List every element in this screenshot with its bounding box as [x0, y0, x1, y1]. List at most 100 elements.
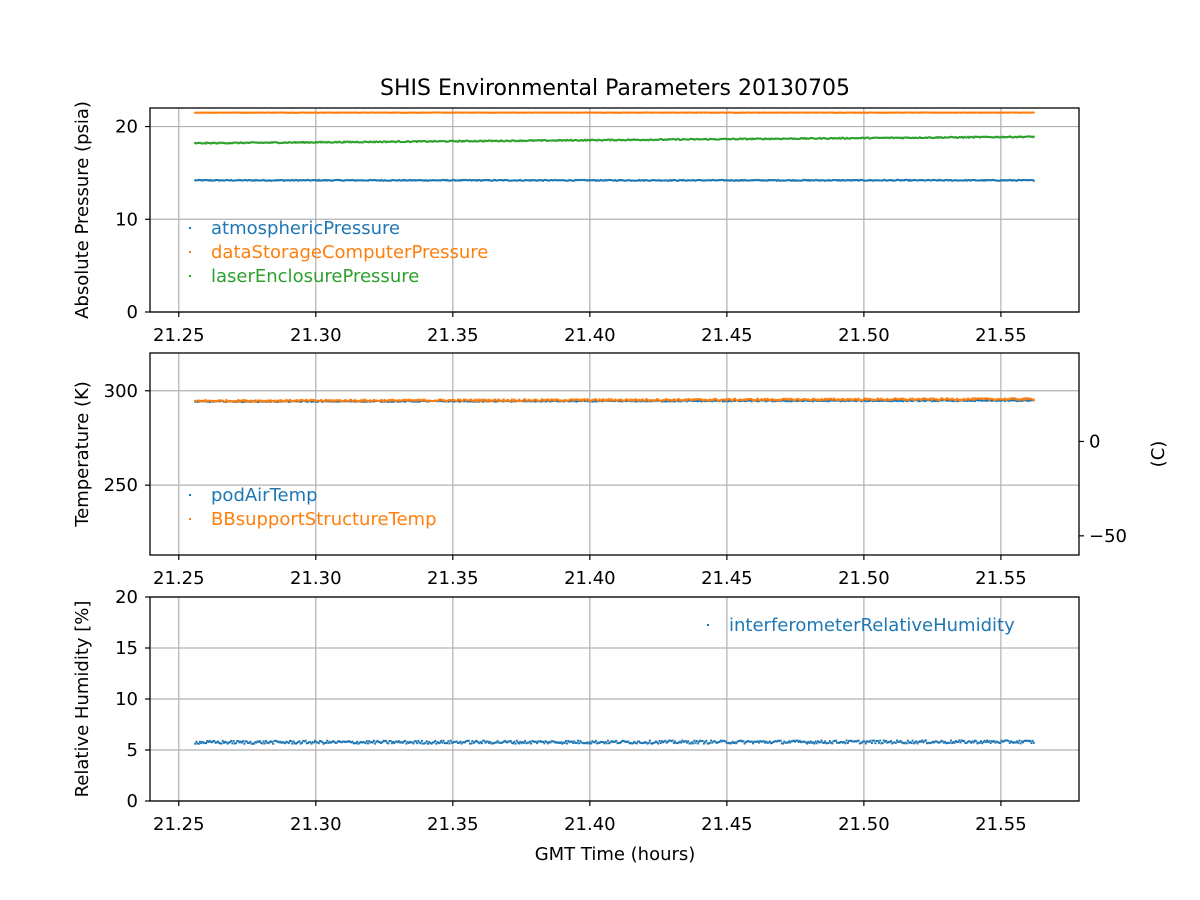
data-point — [706, 742, 709, 745]
data-point — [466, 400, 469, 403]
data-point — [639, 179, 642, 182]
data-point — [224, 740, 227, 743]
data-point — [689, 742, 692, 745]
data-point — [632, 138, 635, 141]
data-point — [545, 111, 548, 114]
data-point — [766, 137, 769, 140]
data-point — [615, 111, 618, 114]
data-point — [716, 741, 719, 744]
data-point — [584, 742, 587, 745]
data-point — [435, 140, 438, 143]
data-point — [767, 111, 770, 114]
data-point — [406, 140, 409, 143]
charts: 21.25 21.30 21.35 21.40 21.45 21.50 21.5501020… — [72, 101, 1169, 835]
data-point — [906, 739, 909, 742]
data-point — [412, 742, 415, 745]
data-point — [249, 740, 252, 743]
data-point — [498, 111, 501, 114]
data-point — [746, 740, 749, 743]
data-point — [495, 111, 498, 114]
data-point — [461, 400, 464, 403]
data-point — [422, 179, 425, 182]
data-point — [664, 138, 667, 141]
data-point — [626, 399, 629, 402]
data-point — [882, 178, 885, 181]
data-point — [696, 137, 699, 140]
data-point — [223, 179, 226, 182]
data-point — [723, 400, 726, 403]
data-point — [678, 740, 681, 743]
data-point — [491, 111, 494, 114]
data-point — [973, 111, 976, 114]
data-point — [1017, 741, 1020, 744]
data-point — [689, 137, 692, 140]
data-point — [729, 179, 732, 182]
data-point — [456, 399, 459, 402]
data-point — [612, 399, 615, 402]
data-point — [572, 741, 575, 744]
data-point — [537, 740, 540, 743]
data-point — [620, 178, 623, 181]
data-point — [434, 111, 437, 114]
data-point — [929, 399, 932, 402]
data-point — [921, 399, 924, 402]
data-point — [241, 142, 244, 145]
data-point — [789, 137, 792, 140]
data-point — [700, 400, 703, 403]
data-point — [651, 399, 654, 402]
data-point — [1006, 398, 1009, 401]
data-point — [993, 740, 996, 743]
data-point — [496, 111, 499, 114]
data-point — [398, 111, 401, 114]
data-point — [459, 111, 462, 114]
data-point — [500, 139, 503, 142]
data-point — [747, 740, 750, 743]
data-point — [796, 739, 799, 742]
data-point — [380, 400, 383, 403]
data-point — [357, 742, 360, 745]
data-point — [1015, 111, 1018, 114]
data-point — [658, 138, 661, 141]
data-point — [918, 136, 921, 139]
data-point — [575, 742, 578, 745]
data-point — [742, 399, 745, 402]
data-point — [837, 399, 840, 402]
data-point — [437, 742, 440, 745]
data-point — [905, 742, 908, 745]
data-point — [603, 398, 606, 401]
data-point — [720, 740, 723, 743]
data-point — [238, 111, 241, 114]
data-point — [981, 399, 984, 402]
data-point — [788, 179, 791, 182]
data-point — [212, 141, 215, 144]
data-point — [345, 140, 348, 143]
data-point — [447, 140, 450, 143]
data-point — [610, 138, 613, 141]
data-point — [959, 398, 962, 401]
data-point — [924, 136, 927, 139]
data-point — [464, 741, 467, 744]
data-point — [539, 740, 542, 743]
data-point — [599, 139, 602, 142]
data-point — [604, 741, 607, 744]
data-point — [665, 400, 668, 403]
data-point — [278, 399, 281, 402]
data-point — [579, 399, 582, 402]
data-point — [746, 399, 749, 402]
data-point — [695, 138, 698, 141]
data-point — [756, 740, 759, 743]
data-point — [602, 111, 605, 114]
data-point — [872, 111, 875, 114]
data-point — [329, 741, 332, 744]
data-point — [383, 398, 386, 401]
data-point — [1006, 111, 1009, 114]
data-point — [477, 741, 480, 744]
data-point — [393, 140, 396, 143]
data-point — [934, 400, 937, 403]
data-point — [449, 739, 452, 742]
data-point — [353, 399, 356, 402]
data-point — [551, 740, 554, 743]
data-point — [666, 179, 669, 182]
data-point — [342, 111, 345, 114]
data-point — [552, 740, 555, 743]
